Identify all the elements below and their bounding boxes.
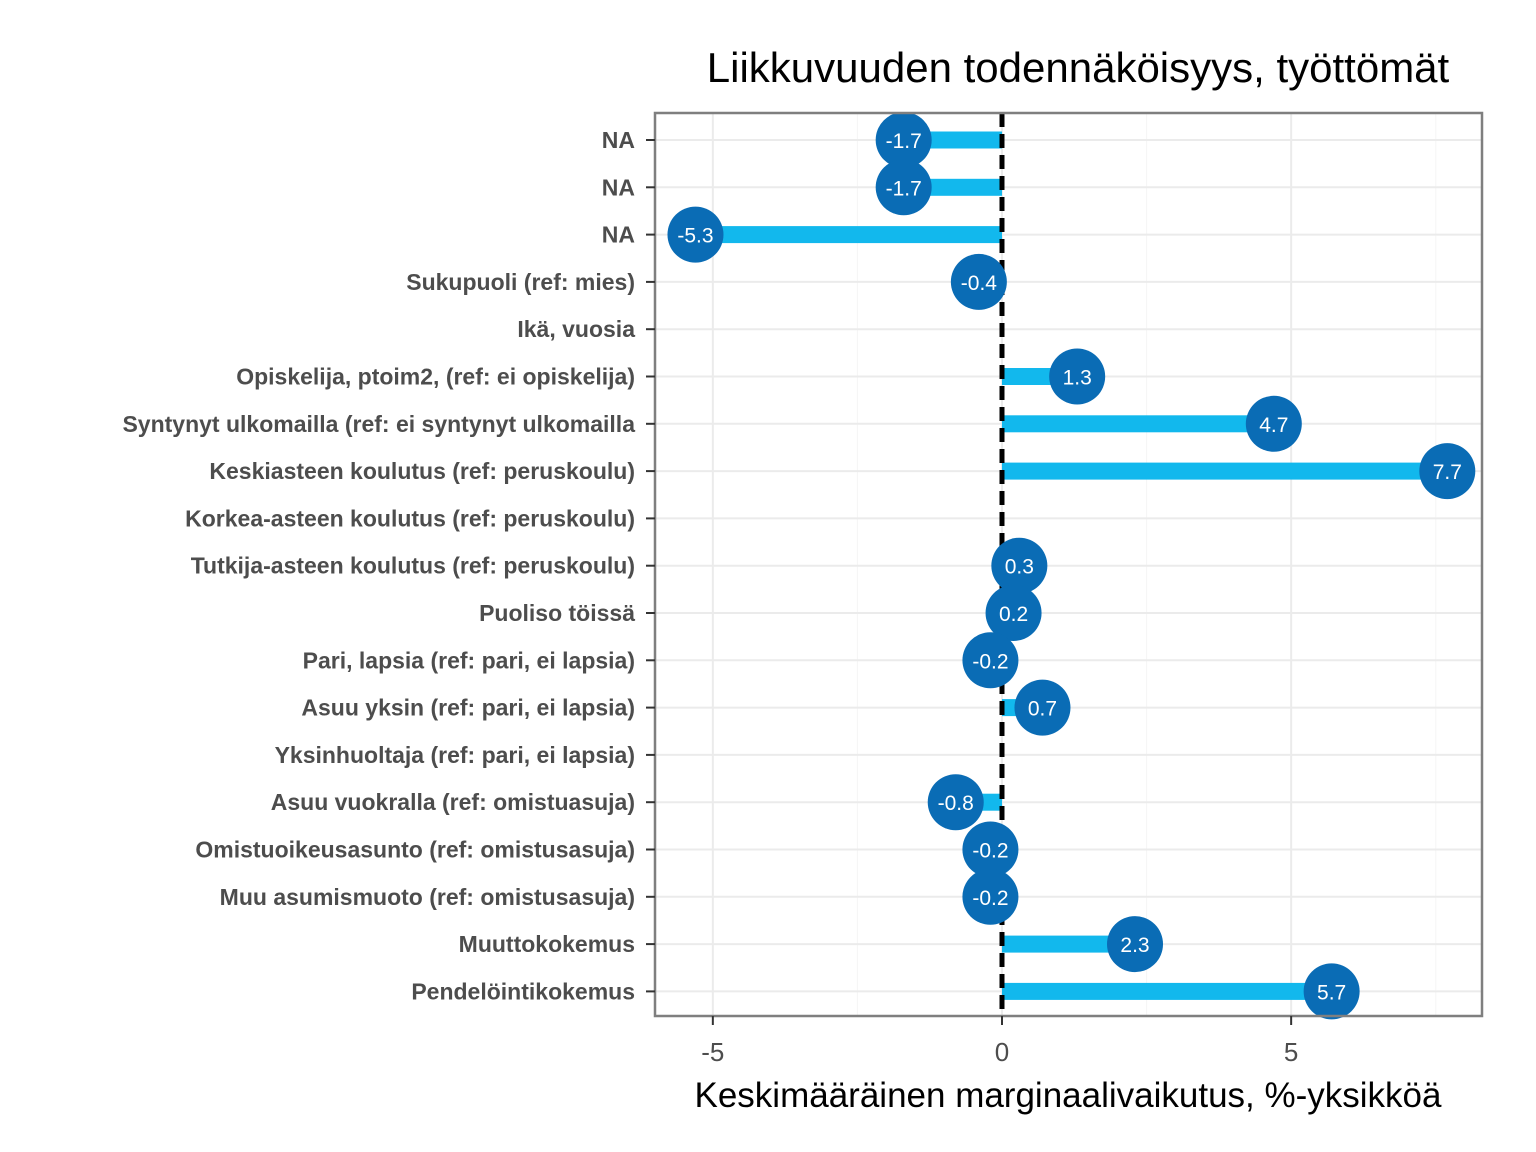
y-axis-label: Tutkija-asteen koulutus (ref: peruskoulu…: [191, 553, 635, 579]
data-label: 1.3: [1063, 367, 1092, 390]
y-axis-label: Opiskelija, ptoim2, (ref: ei opiskelija): [236, 364, 635, 390]
point-marker: [1245, 395, 1302, 452]
y-axis-label: Yksinhuoltaja (ref: pari, ei lapsia): [275, 742, 635, 768]
point-marker: [950, 253, 1007, 310]
bar: [1001, 415, 1274, 433]
point-marker: [1049, 348, 1106, 405]
y-axis-label: Sukupuoli (ref: mies): [406, 269, 635, 295]
panel-border: [653, 111, 1484, 1018]
point-marker: [991, 537, 1048, 594]
y-axis-label: Pari, lapsia (ref: pari, ei lapsia): [303, 647, 635, 673]
y-axis-label: NA: [602, 222, 635, 248]
data-label: 0.3: [1005, 556, 1034, 579]
data-label: -0.2: [972, 887, 1008, 910]
data-label: 7.7: [1433, 461, 1462, 484]
x-axis-ticks: -5 0 5: [701, 1016, 1298, 1067]
x-tick-label: -5: [701, 1037, 724, 1067]
data-label: 0.2: [999, 603, 1028, 626]
y-axis-label: Puoliso töissä: [479, 600, 635, 626]
y-axis-label: Asuu vuokralla (ref: omistuasuja): [271, 789, 635, 815]
y-axis-label: Muuttokokemus: [459, 931, 635, 957]
point-marker: [875, 159, 932, 216]
y-axis-label: NA: [602, 127, 635, 153]
bar: [1001, 462, 1448, 480]
point-marker: [875, 112, 932, 168]
y-axis-label: Muu asumismuoto (ref: omistusasuja): [220, 884, 635, 910]
y-axis-label: Korkea-asteen koulutus (ref: peruskoulu): [185, 505, 635, 531]
bar: [1001, 982, 1332, 1000]
data-label: 4.7: [1259, 414, 1288, 437]
point-marker: [1419, 443, 1476, 500]
bar: [695, 226, 1002, 244]
data-label: 0.7: [1028, 698, 1057, 721]
points: -1.7 -1.7 -5.3 -0.4 1.3 4.7 7.7 0.3 0.2 -0.2 0.7 -0…: [667, 112, 1476, 1020]
data-label: -5.3: [677, 225, 713, 248]
point-marker: [962, 868, 1019, 925]
point-marker: [1014, 679, 1071, 736]
point-marker: [667, 206, 724, 263]
y-axis-label: NA: [602, 174, 635, 200]
y-axis-label: Syntynyt ulkomailla (ref: ei syntynyt ul…: [122, 411, 635, 437]
y-axis-label: Omistuoikeusasunto (ref: omistusasuja): [195, 837, 635, 863]
x-axis-title: Keskimääräinen marginaalivaikutus, %-yks…: [695, 1076, 1443, 1115]
data-label: 5.7: [1317, 981, 1346, 1004]
point-marker: [1107, 916, 1164, 973]
y-axis-label: Ikä, vuosia: [517, 316, 635, 342]
y-axis-label: Asuu yksin (ref: pari, ei lapsia): [301, 695, 635, 721]
y-axis-labels: NA NA NA Sukupuoli (ref: mies) Ikä, vuosia Op…: [122, 127, 655, 1004]
data-label: -0.8: [938, 792, 974, 815]
point-marker: [962, 821, 1019, 878]
point-marker: [1303, 963, 1360, 1020]
data-label: -0.2: [972, 650, 1008, 673]
data-label: -1.7: [886, 177, 922, 200]
data-label: 2.3: [1120, 934, 1149, 957]
data-label: -0.2: [972, 840, 1008, 863]
data-label: -1.7: [886, 130, 922, 153]
x-tick-label: 5: [1284, 1037, 1298, 1067]
point-marker: [962, 632, 1019, 689]
chart-title: Liikkuvuuden todennäköisyys, työttömät: [707, 44, 1450, 91]
bar: [1001, 935, 1136, 953]
point-marker: [985, 585, 1042, 641]
y-axis-label: Pendelöintikokemus: [411, 978, 635, 1004]
grid: [655, 113, 1482, 1016]
point-marker: [927, 774, 984, 831]
x-tick-label: 0: [995, 1037, 1009, 1067]
y-axis-label: Keskiasteen koulutus (ref: peruskoulu): [209, 458, 635, 484]
data-label: -0.4: [961, 272, 998, 295]
